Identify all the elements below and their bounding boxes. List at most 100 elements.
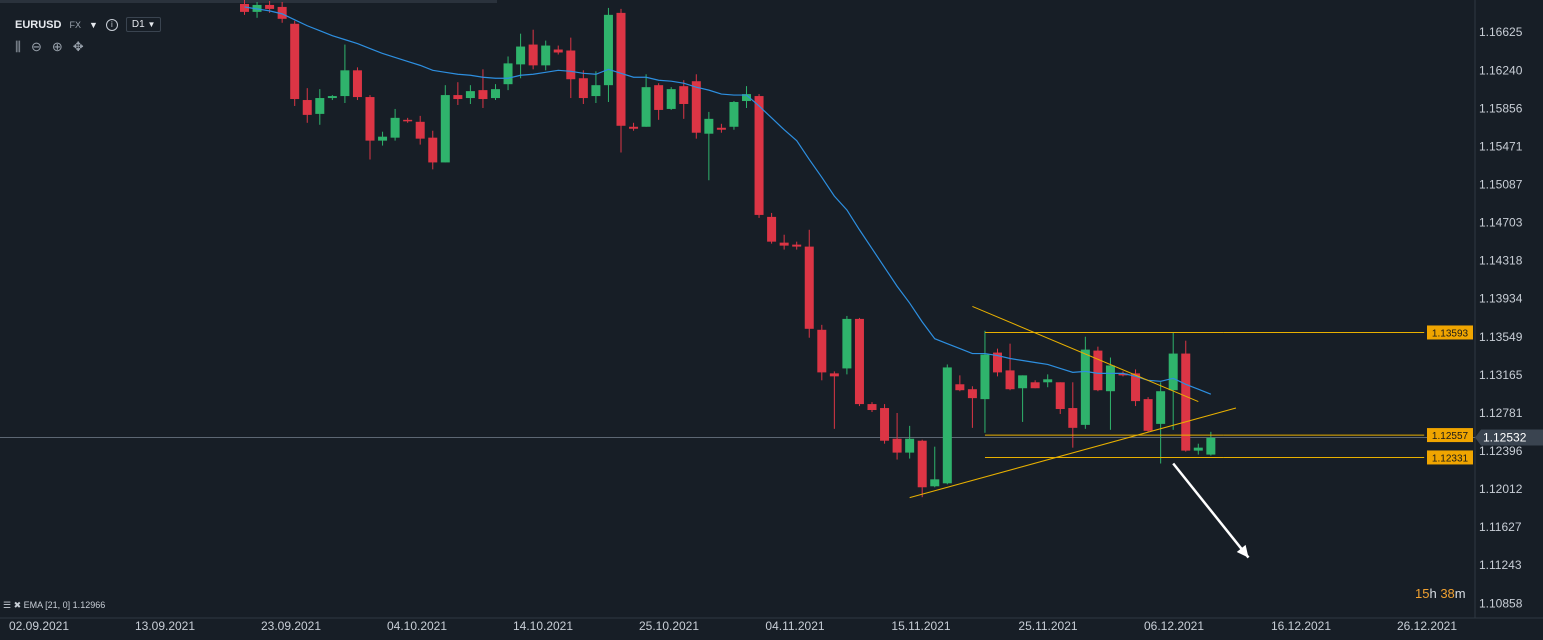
candle-body xyxy=(503,63,513,85)
candle-body xyxy=(779,242,789,246)
trendline xyxy=(909,407,1237,499)
x-tick-label: 23.09.2021 xyxy=(261,619,321,633)
y-tick-label: 1.13549 xyxy=(1479,330,1523,344)
candle-body xyxy=(1118,373,1128,376)
candle-body xyxy=(1105,365,1115,392)
candle-body xyxy=(842,318,852,369)
y-tick-label: 1.15087 xyxy=(1479,178,1523,192)
x-tick-label: 04.10.2021 xyxy=(387,619,447,633)
candle-body xyxy=(566,50,576,80)
candle-body xyxy=(340,70,350,97)
candle-body xyxy=(603,14,613,86)
candle-body xyxy=(742,94,751,102)
candle-body xyxy=(767,216,777,242)
candle-body xyxy=(716,127,726,130)
candle-body xyxy=(428,137,438,163)
x-tick-label: 25.11.2021 xyxy=(1018,619,1077,633)
y-tick-label: 1.13934 xyxy=(1479,292,1523,306)
candle-body xyxy=(980,354,990,400)
x-tick-label: 15.11.2021 xyxy=(891,619,950,633)
x-tick-label: 25.10.2021 xyxy=(639,619,699,633)
candle-body xyxy=(804,246,814,329)
candle-body xyxy=(315,98,325,114)
timer-hours: 15 xyxy=(1415,586,1430,601)
zoom-out-icon[interactable]: ⊖ xyxy=(30,39,42,54)
candle-body xyxy=(553,49,563,53)
y-tick-label: 1.12781 xyxy=(1479,406,1523,420)
candle-body xyxy=(277,6,287,19)
candle-body xyxy=(993,352,1002,373)
chevron-down-icon: ▼ xyxy=(147,20,156,29)
x-tick-label: 16.12.2021 xyxy=(1271,619,1331,633)
timeframe-select[interactable]: D1 ▼ xyxy=(125,17,162,32)
candle-body xyxy=(327,96,337,99)
candle-body xyxy=(880,408,890,441)
y-tick-label: 1.15471 xyxy=(1479,139,1523,153)
ema-line xyxy=(244,6,1212,395)
x-tick-label: 13.09.2021 xyxy=(135,619,195,633)
level-price-badge xyxy=(1427,428,1473,443)
indicator-label: EMA [21, 0] 1.12966 xyxy=(23,600,106,610)
candle-body xyxy=(754,96,764,215)
y-tick-label: 1.10858 xyxy=(1479,596,1523,610)
candle-body xyxy=(942,367,952,484)
level-price-badge xyxy=(1427,450,1473,465)
candle-body xyxy=(1068,408,1078,428)
forecast-arrow-shaft xyxy=(1172,462,1250,559)
candle-body xyxy=(1131,373,1141,402)
timer-m: m xyxy=(1454,586,1466,601)
info-icon[interactable]: i xyxy=(105,18,118,31)
candle-body xyxy=(792,244,802,247)
indicator-settings-icon[interactable]: ☰ xyxy=(3,600,12,610)
symbol-label[interactable]: EURUSD xyxy=(15,18,62,31)
candle-body xyxy=(478,90,488,100)
candle-body xyxy=(1193,447,1203,451)
x-tick-label: 06.12.2021 xyxy=(1144,619,1204,633)
candle-body xyxy=(1156,391,1166,424)
timeframe-label: D1 xyxy=(131,19,145,30)
candle-body xyxy=(641,87,651,127)
y-tick-label: 1.15856 xyxy=(1479,101,1523,115)
level-price-label: 1.12331 xyxy=(1432,453,1469,464)
move-icon[interactable]: ✥ xyxy=(72,39,84,54)
candle-body xyxy=(930,479,940,487)
forecast-arrow-head xyxy=(1236,544,1249,558)
level-price-label: 1.13593 xyxy=(1432,328,1469,339)
candle-body xyxy=(1093,350,1103,391)
candle-body xyxy=(541,45,551,66)
indicator-close-icon[interactable]: ✖ xyxy=(13,600,22,610)
caret-down-icon[interactable]: ▼ xyxy=(88,19,98,30)
y-tick-label: 1.11627 xyxy=(1479,520,1522,534)
candle-body xyxy=(867,404,877,411)
y-tick-label: 1.13165 xyxy=(1479,368,1523,382)
x-tick-label: 14.10.2021 xyxy=(513,619,573,633)
candle-body xyxy=(854,318,864,405)
zoom-in-icon[interactable]: ⊕ xyxy=(51,39,63,54)
timer-h: h xyxy=(1429,586,1437,601)
candle-body xyxy=(1168,353,1178,391)
candle-body xyxy=(1181,353,1191,451)
level-price-label: 1.12557 xyxy=(1432,431,1469,442)
candle-body xyxy=(240,3,249,12)
y-tick-label: 1.12012 xyxy=(1479,482,1523,496)
candle-body xyxy=(528,44,538,66)
chart-header: EURUSD FX ▼ i D1 ▼ xyxy=(15,17,162,32)
x-tick-label: 04.11.2021 xyxy=(765,619,824,633)
x-tick-label: 02.09.2021 xyxy=(9,619,69,633)
candle-body xyxy=(352,70,362,98)
candle-timer: 15h 38m xyxy=(1415,586,1466,601)
candle-body xyxy=(440,95,450,163)
candles-icon[interactable]: ⫼ xyxy=(15,39,21,54)
candle-body xyxy=(955,384,965,391)
candle-body xyxy=(1206,437,1216,455)
y-tick-label: 1.14703 xyxy=(1479,216,1523,230)
candle-body xyxy=(453,95,463,100)
indicator-legend: ☰ ✖ EMA [21, 0] 1.12966 xyxy=(3,600,105,611)
candle-body xyxy=(1005,370,1015,390)
candle-body xyxy=(403,119,413,122)
top-scrollbar[interactable] xyxy=(0,0,497,3)
x-tick-label: 26.12.2021 xyxy=(1397,619,1457,633)
y-tick-label: 1.16240 xyxy=(1479,63,1523,77)
candle-body xyxy=(654,85,664,110)
